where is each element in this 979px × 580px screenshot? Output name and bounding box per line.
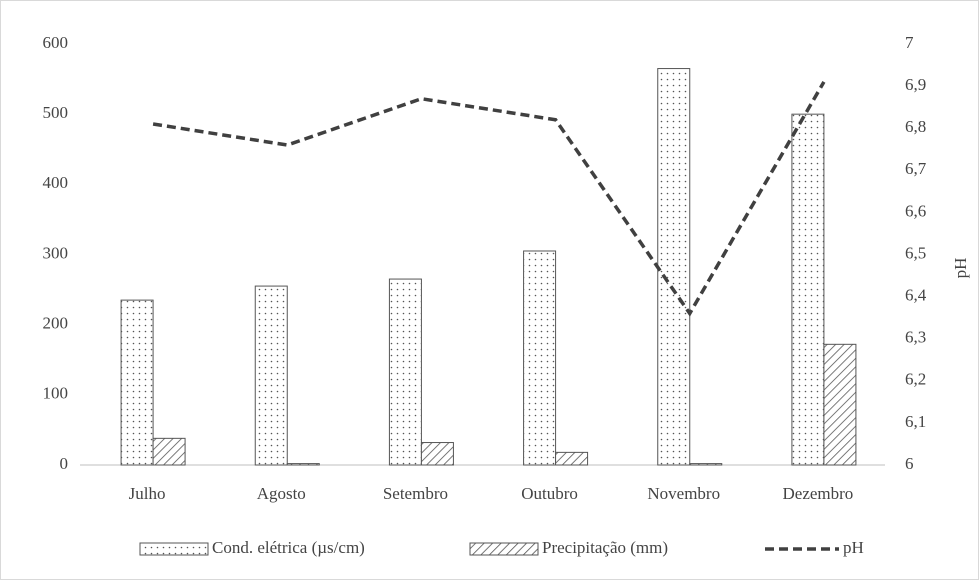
x-tick-label: Novembro <box>647 484 720 503</box>
bar <box>420 442 454 466</box>
y2-axis-label: pH <box>951 258 970 279</box>
bar <box>254 285 288 466</box>
y2-tick-label: 6,3 <box>905 328 926 347</box>
y2-tick-label: 6,5 <box>905 243 926 262</box>
x-tick-label: Julho <box>129 484 166 503</box>
y2-tick-label: 6,1 <box>905 412 926 431</box>
bar <box>791 113 825 466</box>
y2-tick-label: 6,6 <box>905 201 926 220</box>
x-tick-label: Setembro <box>383 484 448 503</box>
x-tick-label: Outubro <box>521 484 578 503</box>
legend-label: Cond. elétrica (µs/cm) <box>212 538 365 557</box>
bar <box>657 68 691 466</box>
x-tick-label: Agosto <box>257 484 306 503</box>
y2-tick-label: 6,2 <box>905 370 926 389</box>
y2-tick-label: 6,8 <box>905 117 926 136</box>
legend-label: pH <box>843 538 864 557</box>
legend-label: Precipitação (mm) <box>542 538 668 557</box>
y2-tick-label: 6 <box>905 454 914 473</box>
y-tick-label: 400 <box>43 173 69 192</box>
bar <box>152 437 186 466</box>
bar <box>120 299 154 466</box>
bar <box>823 343 857 466</box>
bar <box>286 463 320 466</box>
line <box>152 81 826 317</box>
x-tick-label: Dezembro <box>783 484 854 503</box>
bar <box>523 250 557 466</box>
legend-swatch <box>469 542 539 556</box>
bar <box>689 463 723 466</box>
legend-swatch <box>139 542 209 556</box>
y2-tick-label: 7 <box>905 33 914 52</box>
y-tick-label: 500 <box>43 103 69 122</box>
bar <box>388 278 422 466</box>
y-tick-label: 0 <box>60 454 69 473</box>
y2-tick-label: 6,9 <box>905 75 926 94</box>
y2-tick-label: 6,7 <box>905 159 927 178</box>
y-tick-label: 600 <box>43 33 69 52</box>
y-tick-label: 100 <box>43 384 69 403</box>
bar <box>555 451 589 466</box>
y-tick-label: 200 <box>43 314 69 333</box>
y2-tick-label: 6,4 <box>905 286 927 305</box>
y-tick-label: 300 <box>43 243 69 262</box>
